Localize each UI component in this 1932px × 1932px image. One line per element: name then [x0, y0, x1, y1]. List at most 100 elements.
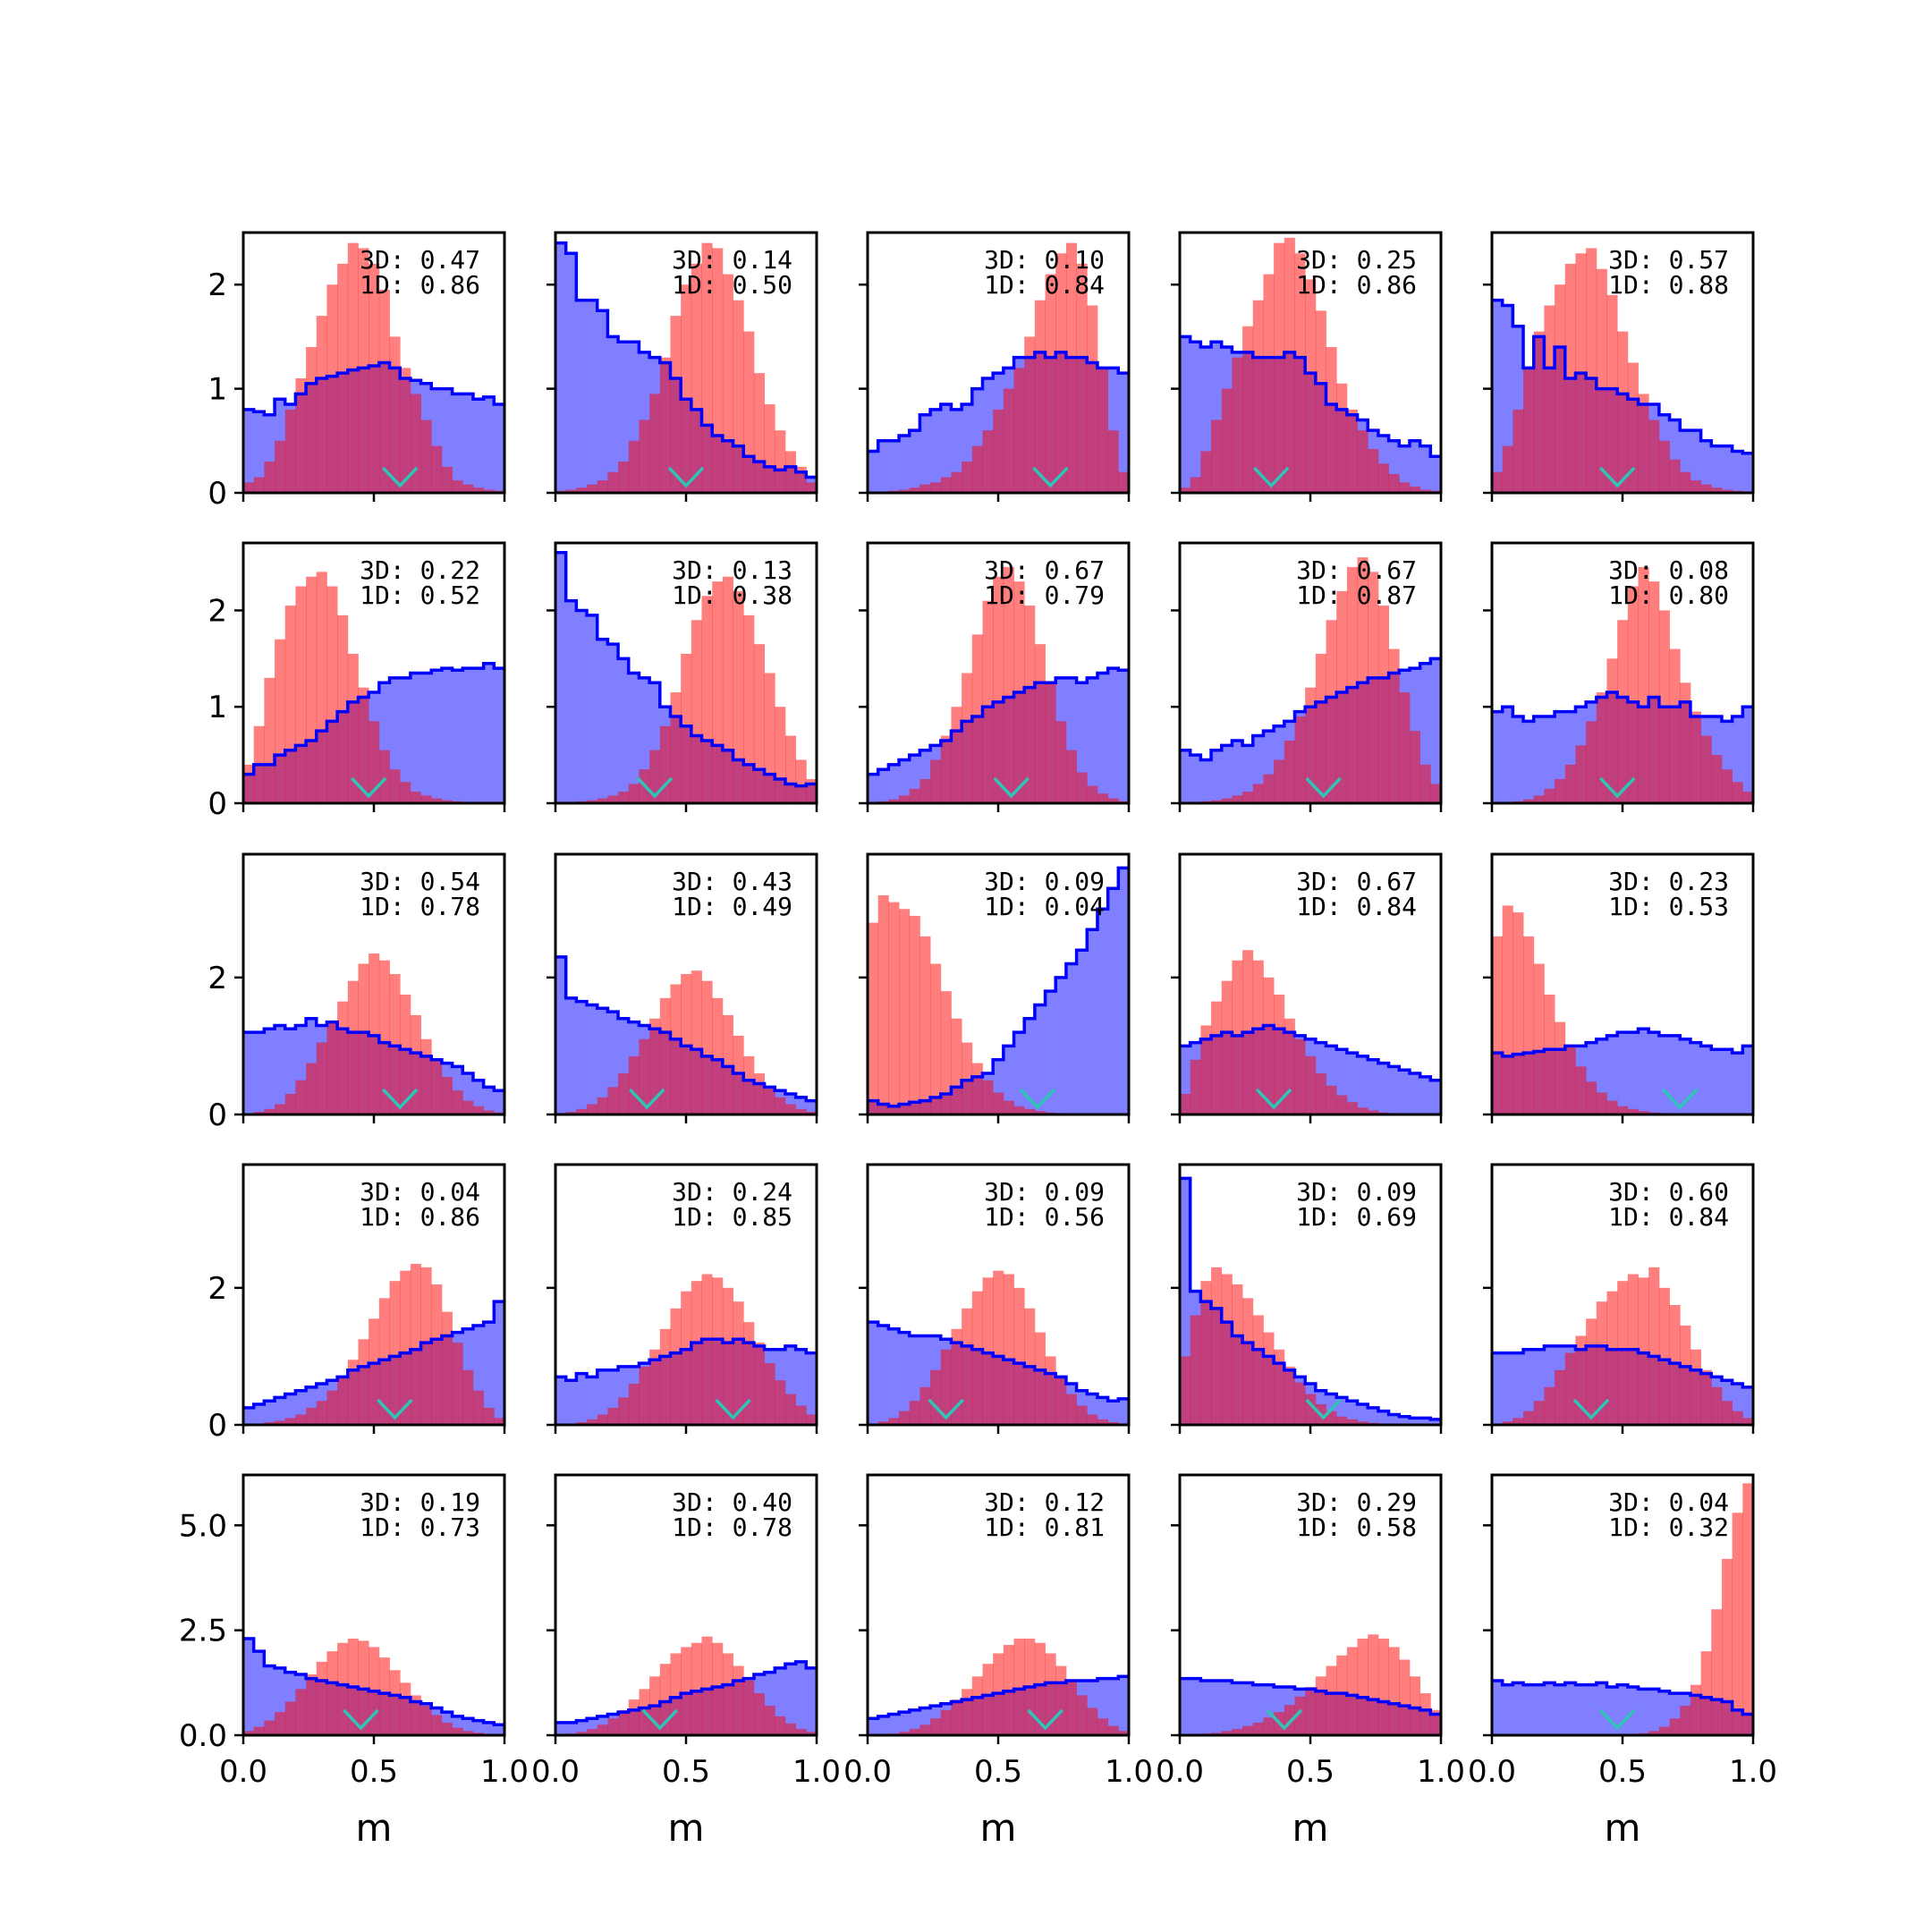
red-bar	[369, 1318, 380, 1425]
plot-area	[1180, 1634, 1441, 1735]
y-tick-label: 0.0	[179, 1718, 227, 1754]
red-bar	[441, 1722, 453, 1735]
blue-bar	[1346, 1053, 1358, 1114]
blue-bar	[587, 614, 598, 803]
red-bar	[347, 980, 359, 1114]
red-bar	[733, 1035, 744, 1114]
red-bar	[431, 1715, 443, 1735]
red-bar	[1076, 772, 1088, 803]
red-bar	[888, 799, 900, 803]
red-bar	[452, 1727, 463, 1735]
red-bar	[971, 1063, 983, 1114]
red-bar	[607, 471, 619, 493]
blue-step-line	[1180, 1676, 1441, 1716]
annotation-3d: 3D: 0.67	[984, 555, 1105, 585]
red-bar	[1305, 279, 1317, 493]
blue-bar	[1107, 1401, 1119, 1425]
red-bar	[1606, 658, 1618, 803]
blue-bar	[253, 411, 265, 493]
red-bar	[565, 1111, 577, 1114]
annotation-1d: 1D: 0.84	[1296, 892, 1417, 921]
blue-bar	[1118, 1676, 1129, 1735]
red-bar	[1024, 336, 1036, 493]
red-bar	[919, 1724, 931, 1735]
blue-bar	[1502, 1352, 1513, 1425]
red-bar	[1492, 936, 1504, 1114]
red-bar	[930, 963, 942, 1114]
plot-area	[243, 1637, 504, 1735]
red-bar	[1513, 912, 1524, 1114]
marker-chevron	[628, 1088, 665, 1110]
red-bar	[1326, 1411, 1337, 1425]
annotation-1d: 1D: 0.84	[1608, 1202, 1729, 1232]
red-bar	[1107, 430, 1119, 493]
marker-chevron	[381, 466, 419, 488]
red-bar	[681, 653, 692, 803]
blue-bar	[587, 300, 598, 493]
annotation-1d: 1D: 0.78	[672, 1513, 792, 1542]
y-tick-label: 2	[208, 267, 227, 303]
red-bar	[1690, 1684, 1701, 1735]
x-tick-label: 1.0	[1105, 1754, 1153, 1790]
red-bar	[919, 936, 931, 1114]
red-bar	[587, 1104, 598, 1114]
blue-bar	[576, 1720, 588, 1735]
blue-bar	[1180, 750, 1191, 803]
blue-bar	[1523, 1349, 1535, 1425]
blue-bar	[1564, 1682, 1576, 1735]
red-bar	[1034, 1332, 1046, 1425]
red-bar	[1658, 1287, 1670, 1425]
annotation-3d: 3D: 0.40	[672, 1487, 792, 1517]
red-bar	[1669, 459, 1681, 493]
annotation-3d: 3D: 0.57	[1608, 245, 1729, 275]
red-bar	[576, 1108, 588, 1114]
red-bar	[806, 482, 817, 493]
red-bar	[764, 673, 775, 803]
red-bar	[378, 1657, 390, 1735]
blue-bar	[1034, 1004, 1046, 1114]
red-bar	[764, 1087, 775, 1114]
annotation-1d: 1D: 0.84	[984, 270, 1105, 300]
red-bar	[722, 1287, 733, 1425]
annotation-1d: 1D: 0.38	[672, 580, 792, 610]
blue-bar	[1221, 1680, 1233, 1735]
blue-bar	[410, 673, 421, 803]
blue-bar	[483, 396, 495, 493]
red-bar	[607, 1718, 619, 1735]
blue-bar	[1721, 445, 1733, 493]
red-bar	[337, 1001, 349, 1114]
red-bar	[1377, 606, 1389, 803]
blue-bar	[1419, 1418, 1431, 1425]
red-bar	[1003, 566, 1014, 803]
y-tick-label: 1	[208, 690, 227, 725]
blue-bar	[1190, 1678, 1201, 1735]
red-bar	[877, 894, 889, 1114]
blue-bar	[1357, 1404, 1368, 1425]
blue-bar	[1190, 342, 1201, 493]
red-bar	[1087, 1414, 1098, 1425]
red-bar	[1638, 1111, 1649, 1114]
red-bar	[909, 487, 920, 493]
blue-bar	[1430, 658, 1441, 803]
red-bar	[1055, 1377, 1067, 1425]
red-bar	[951, 471, 962, 493]
red-bar	[337, 1377, 349, 1425]
blue-bar	[784, 1664, 797, 1735]
red-bar	[784, 1104, 797, 1114]
red-bar	[982, 600, 994, 803]
blue-bar	[1523, 721, 1535, 803]
red-bar	[1357, 557, 1368, 803]
red-bar	[1034, 1642, 1046, 1735]
marker-chevron	[1661, 1088, 1699, 1110]
marker-chevron	[715, 1398, 751, 1420]
red-bar	[940, 991, 952, 1114]
red-bar	[1388, 1647, 1400, 1735]
x-axis-label: m	[1292, 1806, 1329, 1850]
red-bar	[951, 1328, 962, 1425]
blue-bar	[1627, 1032, 1639, 1114]
marker-chevron	[343, 1708, 379, 1731]
